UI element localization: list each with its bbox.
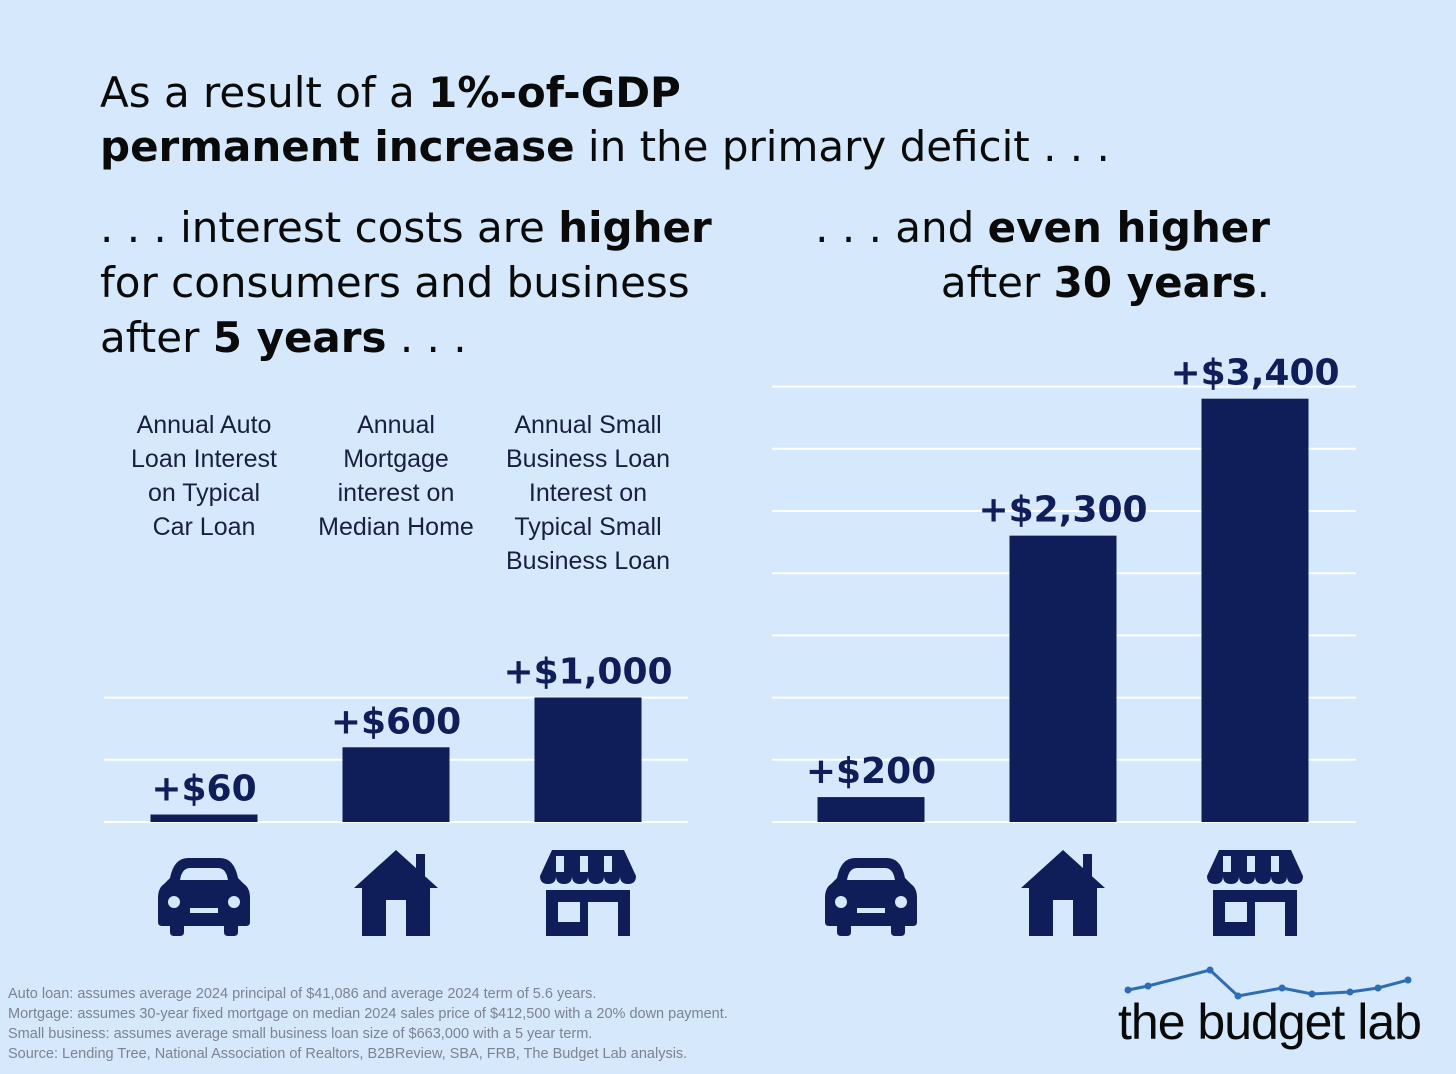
category-label-line: Business Loan bbox=[505, 445, 670, 473]
subtitle-right-bold-2: 30 years bbox=[1053, 258, 1257, 307]
category-label-line: Annual Auto bbox=[136, 411, 272, 439]
subtitle-left-bold-1: higher bbox=[558, 203, 712, 252]
footnote-source: Source: Lending Tree, National Associati… bbox=[8, 1046, 688, 1062]
bar-small-business bbox=[1201, 398, 1309, 822]
footnote-small-business: Small business: assumes average small bu… bbox=[8, 1026, 593, 1042]
category-label-line: Annual Small bbox=[514, 411, 662, 439]
bar-mortgage bbox=[1009, 535, 1117, 822]
subtitle-left-text-4: . . . bbox=[386, 313, 467, 362]
storefront-icon bbox=[1207, 850, 1303, 936]
subtitle-left-bold-2: 5 years bbox=[212, 313, 387, 362]
bar-auto-loan bbox=[817, 797, 925, 822]
subtitle-left-text-1: . . . interest costs are bbox=[100, 203, 559, 252]
headline: As a result of a 1%-of-GDP permanent inc… bbox=[100, 66, 1200, 174]
category-label-line: Median Home bbox=[318, 513, 474, 541]
bar-small-business bbox=[534, 697, 642, 822]
subtitle-left: . . . interest costs are higher for cons… bbox=[100, 200, 780, 365]
footnotes: Auto loan: assumes average 2024 principa… bbox=[8, 984, 828, 1064]
headline-bold-1: 1%-of-GDP bbox=[428, 68, 681, 117]
logo-line-icon bbox=[1124, 966, 1412, 1000]
subtitle-left-text-3: after bbox=[100, 313, 213, 362]
footnote-mortgage: Mortgage: assumes 30-year fixed mortgage… bbox=[8, 1006, 728, 1022]
category-label-line: Mortgage bbox=[343, 445, 449, 473]
category-label-line: interest on bbox=[337, 479, 455, 507]
category-label-small-business: Annual Small Business Loan Interest on T… bbox=[493, 408, 683, 578]
category-label-mortgage: Annual Mortgage interest on Median Home bbox=[301, 408, 491, 544]
category-label-line: Loan Interest bbox=[131, 445, 277, 473]
footnote-auto: Auto loan: assumes average 2024 principa… bbox=[8, 986, 597, 1002]
category-label-line: Interest on bbox=[528, 479, 648, 507]
headline-text-1: As a result of a bbox=[100, 68, 429, 117]
category-label-line: Car Loan bbox=[152, 513, 256, 541]
headline-bold-2: permanent increase bbox=[100, 122, 575, 171]
subtitle-right-text-1: . . . and bbox=[815, 203, 988, 252]
data-label: +$600 bbox=[331, 701, 461, 742]
category-label-line: on Typical bbox=[147, 479, 261, 507]
data-label: +$60 bbox=[151, 769, 256, 810]
data-label: +$1,000 bbox=[503, 652, 672, 693]
category-label-line: Annual bbox=[357, 411, 435, 439]
subtitle-right: . . . and even higher after 30 years. bbox=[800, 200, 1270, 310]
data-label: +$3,400 bbox=[1170, 353, 1339, 394]
bar-mortgage bbox=[342, 747, 450, 822]
headline-text-2: in the primary deficit . . . bbox=[574, 122, 1110, 171]
category-label-line: Business Loan bbox=[505, 547, 670, 575]
subtitle-left-text-2: for consumers and business bbox=[100, 258, 690, 307]
data-label: +$200 bbox=[806, 751, 936, 792]
subtitle-right-text-2: after bbox=[940, 258, 1054, 307]
storefront-icon bbox=[540, 850, 636, 936]
bar-auto-loan bbox=[150, 814, 258, 822]
car-icon bbox=[158, 858, 250, 936]
subtitle-right-text-3: . bbox=[1256, 258, 1270, 307]
house-icon bbox=[354, 850, 438, 936]
subtitle-right-bold-1: even higher bbox=[987, 203, 1270, 252]
logo: the budget lab bbox=[1118, 994, 1422, 1050]
category-label-line: Typical Small bbox=[514, 513, 662, 541]
category-label-auto: Annual Auto Loan Interest on Typical Car… bbox=[109, 408, 299, 544]
house-icon bbox=[1021, 850, 1105, 936]
data-label: +$2,300 bbox=[978, 490, 1147, 531]
car-icon bbox=[825, 858, 917, 936]
